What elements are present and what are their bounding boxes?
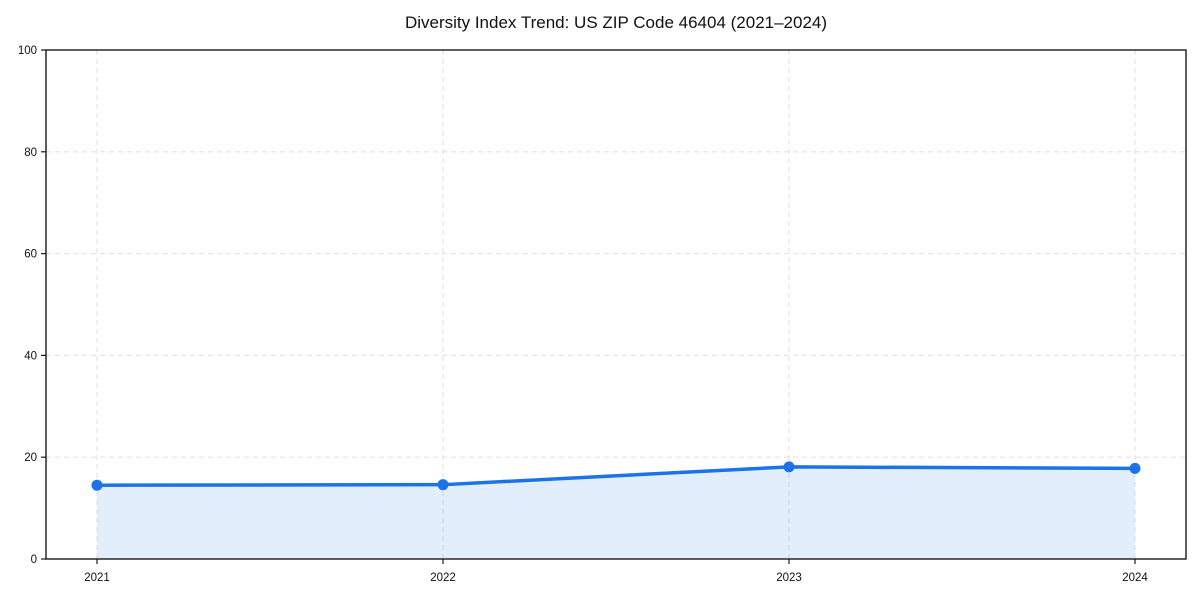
y-tick-label: 40 [24, 350, 37, 362]
x-tick-label: 2021 [84, 572, 110, 584]
data-point-marker [783, 461, 795, 473]
area-fill [97, 466, 1135, 559]
x-tick-label: 2023 [776, 572, 802, 584]
data-point-marker [437, 479, 449, 491]
data-point-marker [1129, 462, 1141, 474]
trend-line [95, 465, 1137, 487]
data-point-marker [91, 479, 103, 491]
y-tick-label: 80 [24, 147, 37, 159]
axis-spines [45, 49, 1187, 560]
y-tick-label: 0 [31, 554, 37, 566]
y-tick-label: 100 [18, 45, 37, 57]
y-tick-label: 60 [24, 249, 37, 261]
y-tick-label: 20 [24, 452, 37, 464]
x-tick-label: 2022 [430, 572, 456, 584]
x-tick-label: 2024 [1122, 572, 1148, 584]
chart-title: Diversity Index Trend: US ZIP Code 46404… [404, 13, 828, 32]
